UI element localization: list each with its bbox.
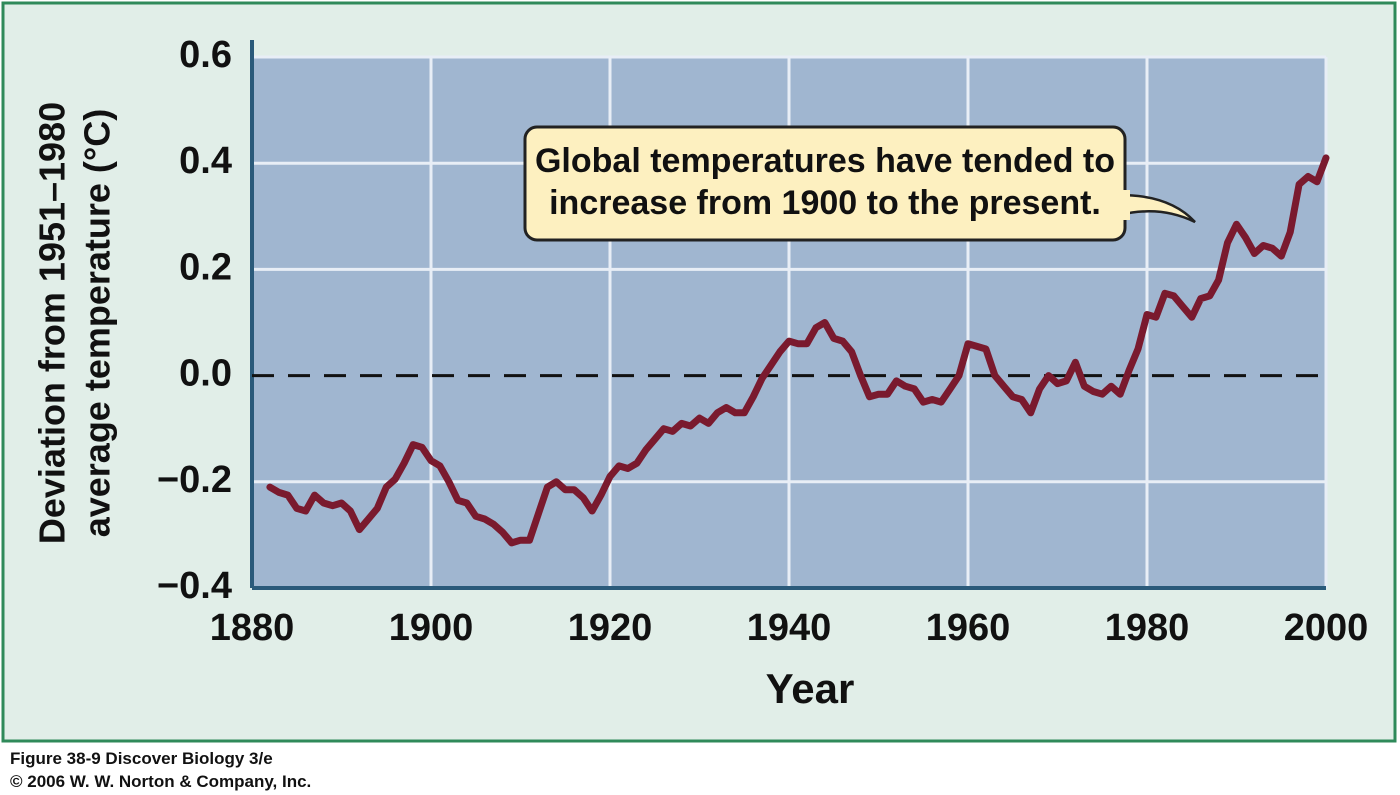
x-tick-label: 1980 xyxy=(1105,607,1190,649)
y-tick-label: 0.6 xyxy=(179,34,232,76)
y-axis-label: Deviation from 1951–1980 xyxy=(32,102,73,544)
annotation: Global temperatures have tended to xyxy=(535,142,1115,180)
y-axis-label: average temperature (°C) xyxy=(77,109,118,538)
y-tick-label: 0.0 xyxy=(179,353,232,395)
x-tick-label: 2000 xyxy=(1284,607,1369,649)
callout-join xyxy=(1110,190,1130,220)
x-tick-label: 1940 xyxy=(747,607,832,649)
x-tick-label: 1880 xyxy=(210,607,295,649)
x-axis-label: Year xyxy=(766,665,855,712)
callout-tail xyxy=(1118,193,1196,224)
data-line xyxy=(266,154,1330,547)
y-tick-label: 0.2 xyxy=(179,246,232,288)
x-tick-label: 1900 xyxy=(389,607,474,649)
caption: © 2006 W. W. Norton & Company, Inc. xyxy=(10,772,311,791)
annotation: increase from 1900 to the present. xyxy=(549,184,1101,222)
x-tick-label: 1960 xyxy=(926,607,1011,649)
y-tick-label: −0.2 xyxy=(157,459,232,501)
x-tick-label: 1920 xyxy=(568,607,653,649)
caption: Figure 38-9 Discover Biology 3/e xyxy=(10,749,273,768)
marks xyxy=(252,154,1330,547)
y-tick-label: −0.4 xyxy=(157,565,232,607)
y-tick-label: 0.4 xyxy=(179,140,232,182)
callout-box xyxy=(523,125,1127,242)
